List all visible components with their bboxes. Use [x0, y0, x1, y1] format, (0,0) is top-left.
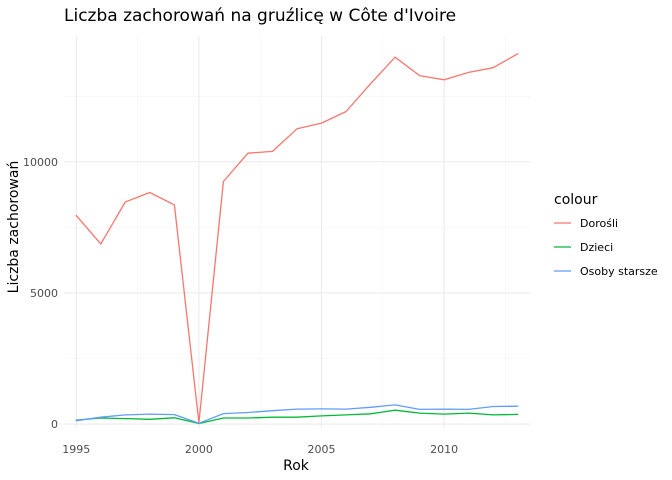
- y-tick-label: 0: [51, 418, 58, 431]
- x-tick-label: 2010: [430, 443, 458, 456]
- y-tick-label: 10000: [23, 156, 58, 169]
- x-axis-title: Rok: [283, 458, 310, 474]
- legend: colour Dorośli Dzieci Osoby starsze: [554, 192, 658, 278]
- y-axis-ticks: 0 5000 10000: [23, 156, 58, 431]
- series-line-osoby-starsze: [75, 404, 519, 424]
- x-axis-ticks: 1995 2000 2005 2010: [62, 443, 458, 456]
- y-axis-title: Liczba zachorowań: [6, 161, 22, 294]
- x-tick-label: 2000: [185, 443, 213, 456]
- series-line-dzieci: [75, 409, 519, 425]
- y-tick-label: 5000: [30, 287, 58, 300]
- legend-title: colour: [554, 192, 598, 208]
- legend-label: Dzieci: [580, 241, 613, 254]
- series-line-dorośli: [75, 53, 519, 424]
- x-tick-label: 1995: [62, 443, 90, 456]
- x-tick-label: 2005: [308, 443, 336, 456]
- chart-title: Liczba zachorowań na gruźlicę w Côte d'I…: [64, 6, 456, 26]
- grid: [64, 36, 530, 428]
- series-lines: [75, 53, 519, 425]
- legend-label: Dorośli: [580, 217, 618, 230]
- legend-label: Osoby starsze: [580, 265, 658, 278]
